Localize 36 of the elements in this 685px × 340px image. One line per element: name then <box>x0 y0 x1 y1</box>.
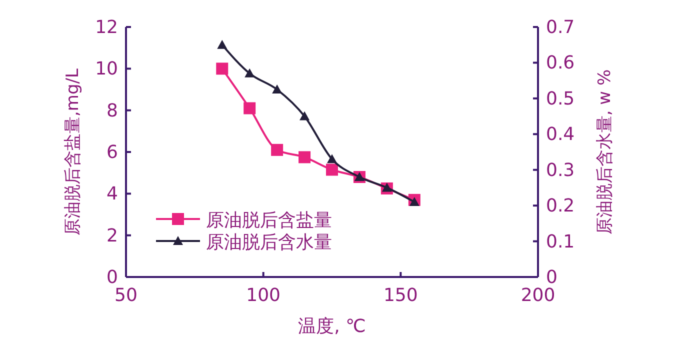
point <box>327 154 337 164</box>
y-tick-label: 2 <box>106 225 118 246</box>
y2-tick-label: 0.3 <box>546 160 575 181</box>
y2-tick-label: 0.7 <box>546 17 575 38</box>
legend-label: 原油脱后含水量 <box>206 232 332 253</box>
y-tick-label: 12 <box>95 17 118 38</box>
point <box>298 151 311 164</box>
y2-tick-label: 0.1 <box>546 231 575 252</box>
point <box>326 164 338 176</box>
y2-axis-title: 原油脱后含水量, w % <box>595 69 615 235</box>
point <box>272 84 282 94</box>
y2-tick-label: 0.5 <box>546 88 575 110</box>
y2-tick-label: 0.2 <box>546 196 575 217</box>
x-axis-title: 温度, ℃ <box>298 316 366 337</box>
point <box>217 40 228 49</box>
y-tick-label: 8 <box>106 100 118 122</box>
point <box>244 68 255 78</box>
point <box>382 182 392 192</box>
y-tick-label: 4 <box>106 184 118 205</box>
x-tick-label: 100 <box>246 285 281 306</box>
y-axis-title: 原油脱后含盐量,mg/L <box>63 68 83 236</box>
point <box>216 62 228 75</box>
legend-label: 原油脱后含盐量 <box>206 210 332 231</box>
y-tick-label: 10 <box>95 58 118 80</box>
point <box>244 102 256 114</box>
x-tick-label: 50 <box>114 285 138 306</box>
point <box>300 111 310 120</box>
x-tick-label: 150 <box>383 285 418 306</box>
y2-tick-label: 0.6 <box>546 52 575 74</box>
point <box>409 197 420 206</box>
x-tick-label: 200 <box>520 285 556 306</box>
y2-tick-label: 0.4 <box>546 124 575 146</box>
y-tick-label: 6 <box>106 142 118 163</box>
point <box>271 144 284 156</box>
y-tick-label: 0 <box>106 267 118 288</box>
y2-tick-label: 0 <box>546 267 558 288</box>
